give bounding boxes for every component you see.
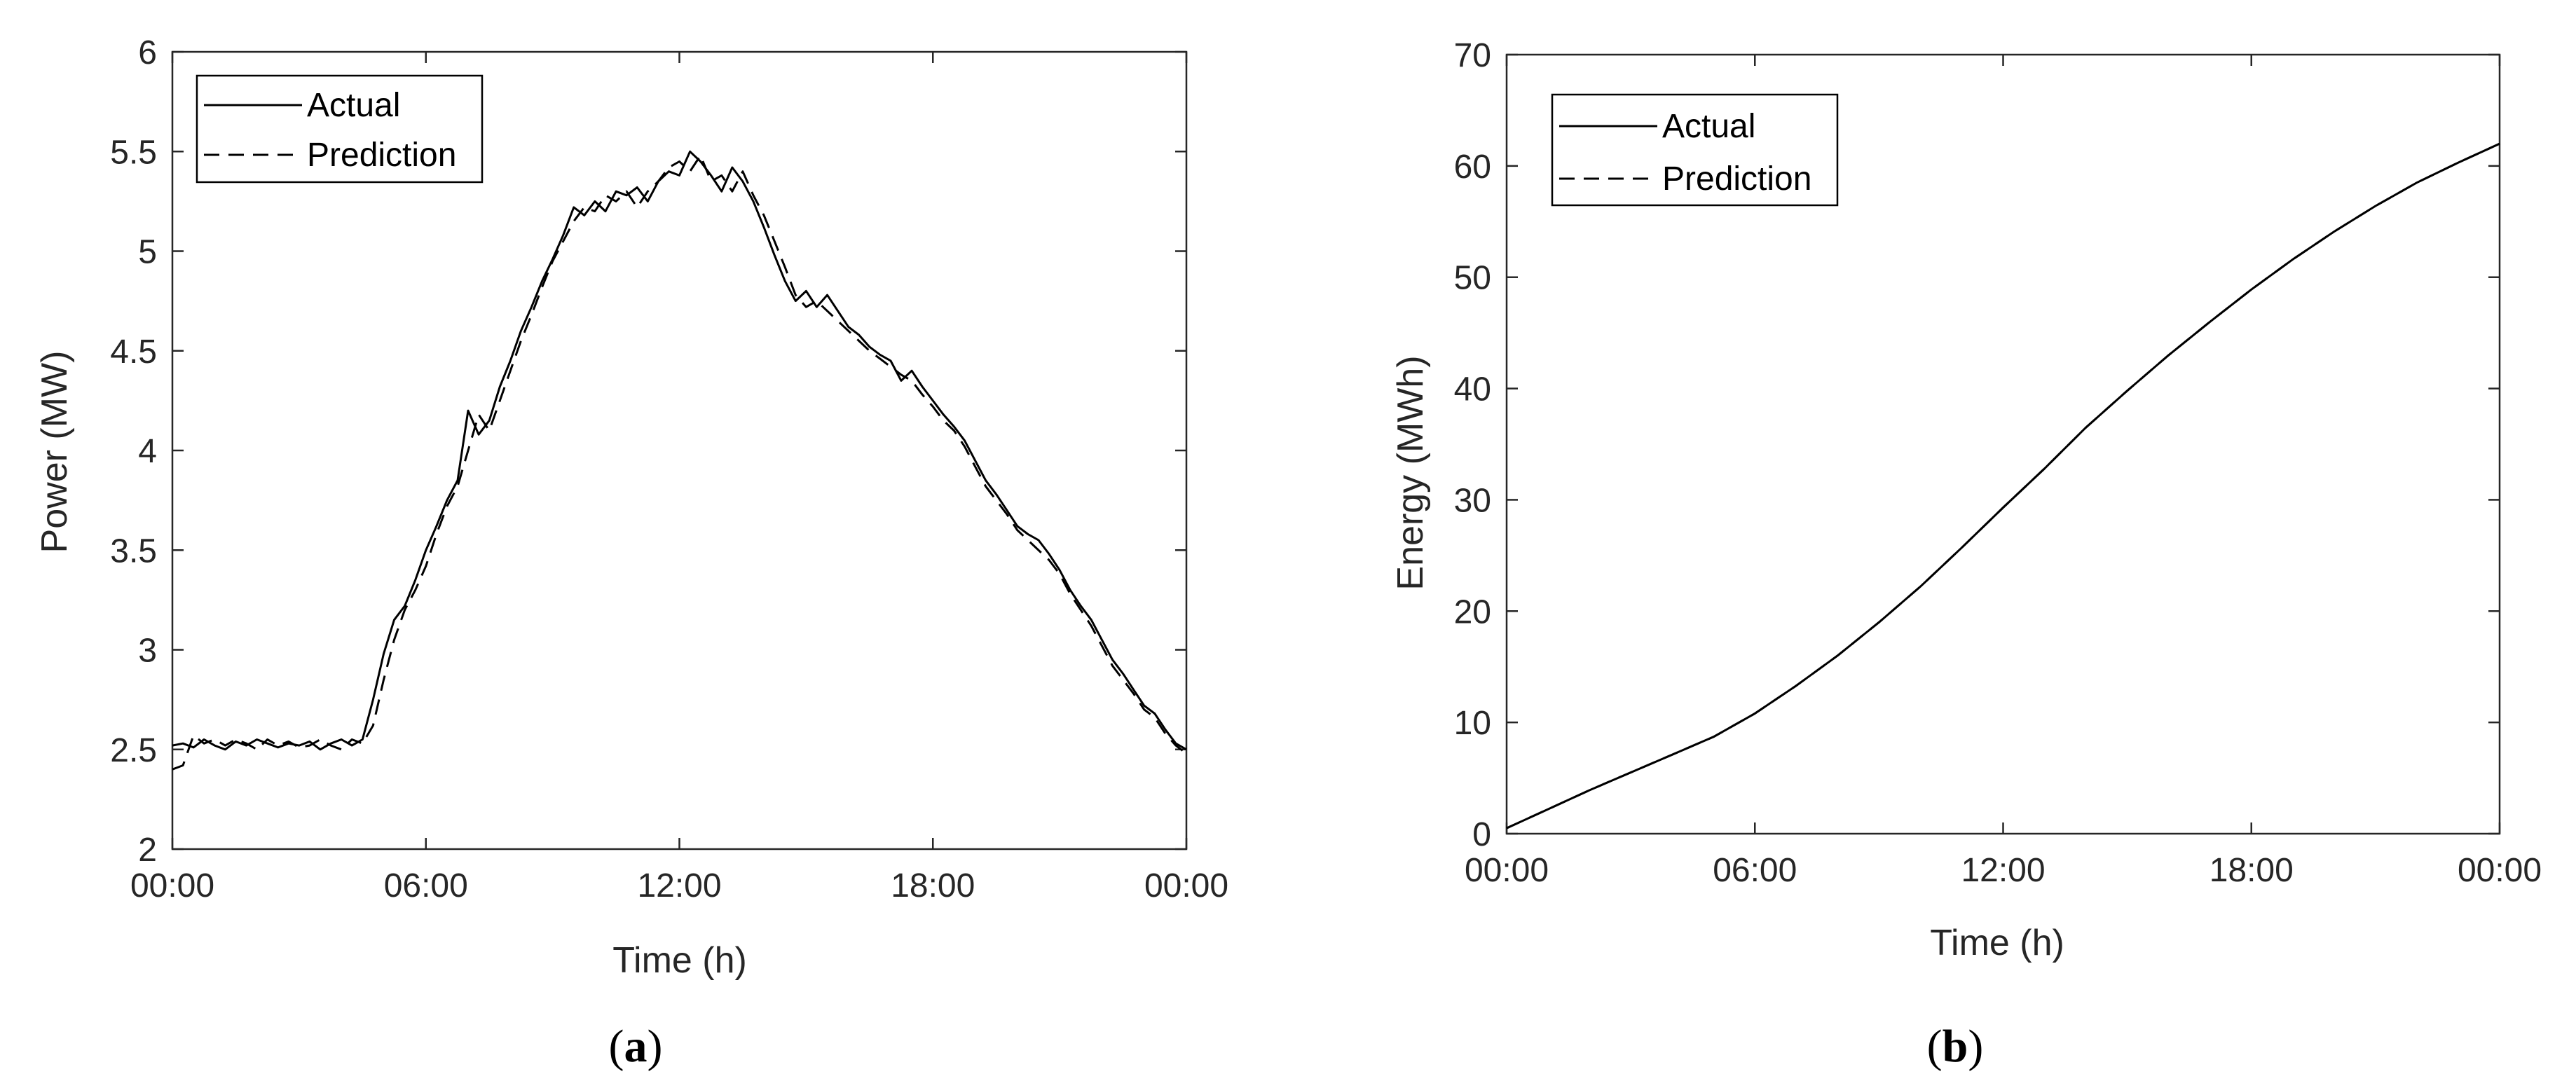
panel-a-y-tick-label: 6 [138, 34, 157, 71]
panel-a-x-tick-label: 00:00 [130, 867, 214, 904]
panel-b-y-tick-label: 20 [1454, 593, 1491, 631]
panel-b-series-actual-line [1506, 142, 2500, 829]
panel-a-power-chart: Power (MW) Time (h) (a) 00:00 06:00 12:00 1… [34, 34, 1228, 1072]
panel-b-ylabel: Energy (MWh) [1390, 355, 1431, 590]
panel-b-x-tick-label: 00:00 [2458, 852, 2542, 889]
panel-b-x-tick-label: 06:00 [1713, 852, 1797, 889]
panel-a-y-tick-label: 2 [138, 832, 157, 869]
panel-a-xlabel: Time (h) [612, 940, 747, 981]
panel-b-legend-box [1551, 93, 1839, 207]
panel-b-energy-chart: Energy (MWh) Time (h) (b) 00:00 06:00 12:0… [1390, 37, 2542, 1072]
panel-b-label: (b) [1927, 1021, 1984, 1072]
panel-a-legend: Actual Prediction [196, 74, 484, 184]
panel-a-label-letter: a [624, 1021, 648, 1072]
panel-b-x-tick-label: 00:00 [1465, 852, 1549, 889]
panel-a-y-tick-label: 3.5 [110, 532, 157, 570]
panel-b-y-tick-label: 10 [1454, 705, 1491, 742]
panel-b-y-tick-label: 0 [1472, 816, 1491, 853]
panel-a-y-tick-label: 5 [138, 234, 157, 271]
panel-b-legend-actual-label: Actual [1662, 108, 1755, 145]
panel-a-series-actual-line [172, 150, 1187, 751]
panel-a-y-tick-label: 4 [138, 433, 157, 470]
panel-a-legend-box [196, 74, 484, 184]
panel-a-y-tick-label: 3 [138, 633, 157, 670]
panel-a-y-tick-label: 5.5 [110, 134, 157, 171]
panel-a-x-tick-label: 00:00 [1144, 867, 1228, 904]
panel-b-label-letter: b [1943, 1021, 1968, 1072]
panel-a-y-tick-label: 2.5 [110, 732, 157, 769]
panel-b-y-tick-label: 60 [1454, 149, 1491, 186]
panel-b-legend: Actual Prediction [1551, 93, 1839, 207]
panel-b-legend-prediction-label: Prediction [1662, 160, 1811, 198]
panel-b-label-open: ( [1927, 1021, 1943, 1072]
panel-a-label-close: ) [648, 1021, 663, 1072]
panel-b-y-tick-label: 50 [1454, 260, 1491, 297]
panel-b-x-tick-label: 12:00 [1961, 852, 2045, 889]
panel-b-y-tick-label: 30 [1454, 482, 1491, 519]
panel-a-series-prediction-line [172, 154, 1187, 771]
panel-a-y-tick-label: 4.5 [110, 333, 157, 371]
panel-b-series-prediction-line [1506, 142, 2500, 829]
panel-a-label-open: ( [609, 1021, 624, 1072]
panel-b-x-tick-label: 18:00 [2210, 852, 2294, 889]
panel-a-x-tick-label: 06:00 [384, 867, 468, 904]
panel-a-x-tick-label: 18:00 [891, 867, 975, 904]
panel-a-ylabel: Power (MW) [34, 351, 75, 553]
panel-a-plot-area: 00:00 06:00 12:00 18:00 00:0022.533.544.555.… [110, 34, 1228, 904]
panel-b-y-tick-label: 40 [1454, 371, 1491, 408]
panel-b-xlabel: Time (h) [1930, 923, 2064, 963]
panel-a-x-tick-label: 12:00 [637, 867, 721, 904]
panel-b-y-tick-label: 70 [1454, 37, 1491, 74]
panel-a-legend-prediction-label: Prediction [307, 137, 456, 174]
panel-a-legend-actual-label: Actual [307, 87, 400, 124]
panel-b-label-close: ) [1968, 1021, 1983, 1072]
panel-a-label: (a) [609, 1021, 663, 1072]
